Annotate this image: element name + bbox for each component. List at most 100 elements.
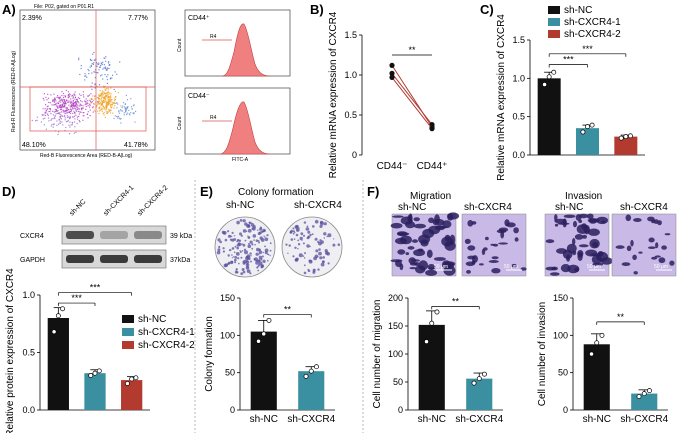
dot xyxy=(102,91,104,93)
colony xyxy=(257,269,260,272)
dot xyxy=(56,124,58,126)
hist-bottom-curve xyxy=(219,101,271,155)
legend-swatch xyxy=(548,18,560,26)
data-point xyxy=(96,368,102,374)
colony xyxy=(254,244,256,246)
y-tick-label: 0 xyxy=(352,150,357,160)
stained-cell xyxy=(591,254,603,265)
dot xyxy=(52,118,54,120)
colony xyxy=(269,254,271,257)
colony xyxy=(292,230,295,233)
dot xyxy=(59,117,61,119)
dot xyxy=(43,99,45,101)
colony xyxy=(222,247,225,250)
stained-cell xyxy=(513,227,519,234)
dot xyxy=(82,115,84,117)
dot xyxy=(48,101,50,103)
dot xyxy=(91,99,93,101)
dot xyxy=(74,96,76,98)
dot xyxy=(115,102,117,104)
colony xyxy=(267,259,269,262)
dot xyxy=(42,118,44,120)
stained-cell xyxy=(422,228,435,239)
dot xyxy=(81,109,83,111)
dot xyxy=(103,57,105,59)
dot xyxy=(133,105,135,107)
dot xyxy=(58,112,60,114)
dot xyxy=(68,96,71,98)
colony xyxy=(288,244,291,247)
dot xyxy=(98,107,100,109)
dot xyxy=(135,110,137,112)
dot xyxy=(96,85,98,87)
panel-a-letter: A) xyxy=(2,2,16,17)
stained-cell xyxy=(596,216,609,225)
dot xyxy=(78,113,80,115)
dot xyxy=(91,59,93,62)
stained-cell xyxy=(654,255,661,258)
dot xyxy=(54,115,56,117)
dot xyxy=(102,97,104,99)
dot xyxy=(110,93,112,95)
colony xyxy=(256,266,259,269)
dot xyxy=(44,112,46,114)
dot xyxy=(103,64,105,66)
dot xyxy=(71,101,73,104)
y-axis-label: Cell number of invasion xyxy=(537,302,548,407)
dot xyxy=(128,109,130,111)
dot xyxy=(63,103,65,105)
dot xyxy=(74,126,76,128)
dot xyxy=(114,115,116,117)
stained-cell xyxy=(576,224,589,235)
dot xyxy=(105,101,107,103)
dot xyxy=(52,126,54,128)
dot xyxy=(57,107,59,109)
stained-cell xyxy=(577,250,584,258)
dot xyxy=(91,72,93,74)
stained-cell xyxy=(638,251,643,254)
dot xyxy=(68,104,70,106)
colony xyxy=(257,265,260,268)
culture-dish xyxy=(281,216,343,278)
y-tick-label: 0.5 xyxy=(344,110,357,120)
dot xyxy=(69,94,71,96)
dot xyxy=(132,112,134,114)
colony xyxy=(229,248,232,252)
data-point xyxy=(429,320,435,326)
stained-cell xyxy=(664,233,671,236)
dot xyxy=(92,95,94,97)
dot xyxy=(125,108,127,110)
colony xyxy=(263,229,266,232)
y-tick-label: 0.0 xyxy=(512,150,525,160)
dot xyxy=(74,112,76,114)
dot xyxy=(102,101,104,103)
colony xyxy=(237,257,240,260)
dot xyxy=(126,99,128,101)
dot xyxy=(46,99,48,101)
dot xyxy=(134,121,136,123)
dot xyxy=(123,112,125,114)
colony xyxy=(227,254,230,257)
dot xyxy=(82,105,84,107)
stained-cell xyxy=(630,239,634,247)
legend-label: sh-CXCR4-1 xyxy=(564,17,621,28)
dot xyxy=(112,74,114,76)
dot xyxy=(68,95,70,97)
dot xyxy=(104,67,106,69)
dot xyxy=(111,101,113,103)
colony xyxy=(230,260,234,264)
dot xyxy=(128,113,130,115)
dot xyxy=(73,132,75,134)
colony xyxy=(314,219,319,224)
dot xyxy=(84,79,86,81)
dot xyxy=(75,105,77,107)
dot xyxy=(107,91,109,93)
dot xyxy=(102,100,104,102)
data-point xyxy=(429,126,435,132)
colony xyxy=(245,266,250,270)
dot xyxy=(73,102,75,104)
colony xyxy=(231,247,235,250)
dot xyxy=(94,98,96,100)
colony xyxy=(249,252,252,255)
